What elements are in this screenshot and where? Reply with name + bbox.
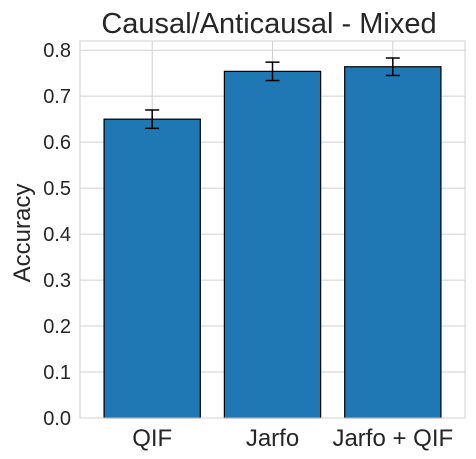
- y-axis-label: Accuracy: [9, 184, 36, 283]
- plot-frame: [79, 40, 466, 419]
- y-tick-label: 0.4: [43, 224, 71, 246]
- y-tick-label: 0.7: [43, 86, 71, 108]
- x-tick-label: Jarfo + QIF: [332, 425, 453, 452]
- error-bar: [145, 109, 160, 130]
- bar-jarfo: [223, 70, 322, 419]
- error-bar: [385, 57, 400, 77]
- y-tick-label: 0.6: [43, 132, 71, 154]
- error-bar: [265, 61, 280, 82]
- y-tick-label: 0.8: [43, 40, 71, 62]
- bar-jarfo-qif: [344, 66, 442, 419]
- y-tick-labels: 0.0 0.1 0.2 0.3 0.4 0.5 0.6 0.7 0.8: [43, 40, 71, 430]
- x-tick-labels: QIF Jarfo Jarfo + QIF: [132, 425, 453, 452]
- x-tick-label: Jarfo: [246, 425, 299, 452]
- y-tick-label: 0.3: [43, 270, 71, 292]
- bar-qif: [103, 118, 201, 419]
- bars: [103, 66, 442, 419]
- y-tick-label: 0.1: [43, 362, 71, 384]
- y-tick-label: 0.5: [43, 178, 71, 200]
- chart-title: Causal/Anticausal - Mixed: [101, 8, 436, 40]
- error-bars: [145, 57, 400, 130]
- y-tick-label: 0.0: [43, 408, 71, 430]
- x-tick-label: QIF: [132, 425, 172, 452]
- y-tick-label: 0.2: [43, 316, 71, 338]
